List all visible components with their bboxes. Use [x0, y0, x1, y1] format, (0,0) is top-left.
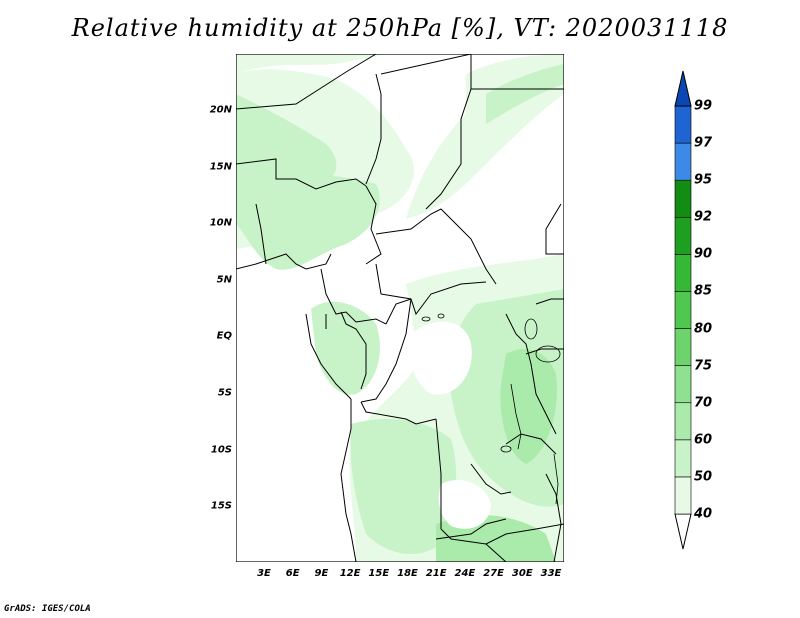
- lake-mweru: [500, 445, 512, 453]
- colorbar-label: 50: [694, 469, 713, 485]
- colorbar-label: 70: [694, 395, 713, 411]
- colorbar-label: 75: [694, 358, 713, 374]
- humidity-area-gabon: [311, 301, 380, 395]
- colorbar-bin: [674, 365, 692, 404]
- latitude-label: 5S: [217, 387, 232, 399]
- lake-tanganyika: [510, 383, 522, 450]
- chart-title: Relative humidity at 250hPa [%], VT: 202…: [71, 14, 729, 42]
- lake-river-b: [437, 313, 445, 319]
- colorbar-bin: [674, 402, 692, 441]
- longitude-label: 21E: [425, 568, 447, 579]
- longitude-label: 33E: [540, 568, 562, 579]
- longitude-label: 12E: [339, 568, 361, 579]
- latitude-label: 15S: [210, 500, 232, 512]
- grads-credit: GrADS: IGES/COLA: [4, 604, 91, 614]
- colorbar-bin: [674, 105, 692, 144]
- lake-victoria: [535, 345, 561, 363]
- humidity-area-north: [236, 54, 386, 74]
- longitude-label: 24E: [454, 568, 476, 579]
- country-borders: [236, 54, 564, 562]
- latitude-label: 20N: [209, 104, 232, 116]
- lake-river-a: [421, 316, 431, 322]
- colorbar-bin: [674, 291, 692, 329]
- dry-area-center: [409, 321, 472, 395]
- colorbar-label: 99: [694, 98, 713, 114]
- humidity-shading: [236, 54, 564, 562]
- colorbar: [674, 70, 692, 550]
- colorbar-label: 80: [694, 321, 713, 337]
- colorbar-label: 90: [694, 246, 713, 262]
- humidity-area-ne-streak: [486, 64, 564, 124]
- longitude-label: 18E: [397, 568, 418, 579]
- colorbar-bin: [674, 513, 692, 550]
- dry-area-south-center: [438, 480, 491, 529]
- colorbar-bin: [674, 254, 692, 292]
- colorbar-bin: [674, 179, 692, 218]
- colorbar-label: 92: [694, 209, 713, 225]
- longitude-label: 6E: [285, 568, 300, 579]
- lake-malawi: [553, 453, 559, 505]
- longitude-label: 30E: [511, 568, 533, 579]
- latitude-label: 10N: [209, 217, 232, 229]
- latitude-label: EQ: [216, 330, 232, 342]
- longitude-label: 27E: [483, 568, 504, 579]
- humidity-area-lake: [500, 349, 557, 464]
- latitude-label: 15N: [209, 161, 232, 173]
- colorbar-label: 95: [694, 172, 713, 188]
- colorbar-bin: [674, 216, 692, 255]
- colorbar-label: 40: [694, 506, 713, 522]
- latitude-label: 10S: [210, 444, 232, 456]
- lake-albert: [524, 318, 538, 340]
- dry-area-west-coast: [236, 294, 276, 414]
- colorbar-bin: [674, 142, 692, 181]
- colorbar-bin: [674, 476, 692, 515]
- latitude-label: 5N: [216, 274, 232, 286]
- longitude-label: 15E: [368, 568, 390, 579]
- colorbar-label: 97: [694, 135, 713, 151]
- longitude-label: 3E: [257, 568, 271, 579]
- colorbar-label: 85: [694, 283, 713, 299]
- colorbar-label: 60: [694, 432, 713, 448]
- humidity-map: [236, 54, 564, 562]
- colorbar-bin: [674, 328, 692, 366]
- colorbar-bin: [674, 439, 692, 478]
- humidity-area-angola: [350, 419, 457, 555]
- colorbar-bin: [674, 70, 692, 107]
- longitude-label: 9E: [314, 568, 329, 579]
- humidity-area-nigeria: [236, 173, 380, 270]
- lakes: [421, 313, 561, 505]
